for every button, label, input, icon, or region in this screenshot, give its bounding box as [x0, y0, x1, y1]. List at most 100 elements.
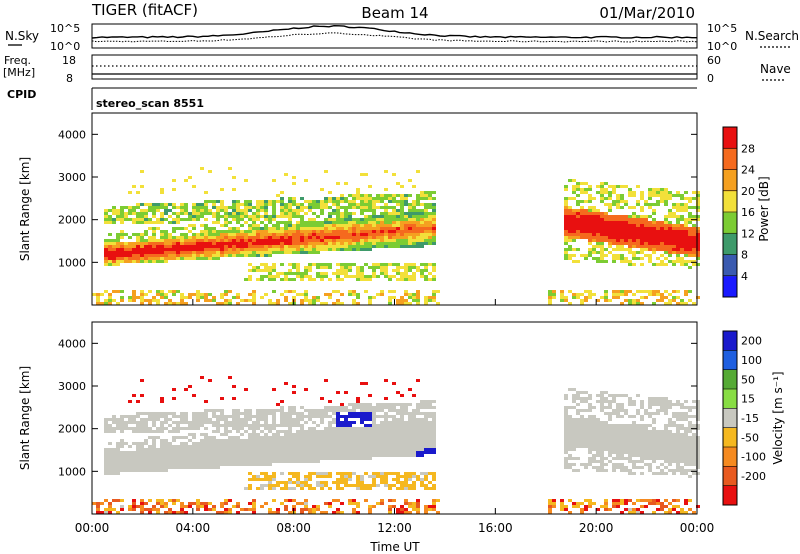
heatmap-cell	[420, 472, 424, 475]
heatmap-cell	[264, 433, 268, 436]
heatmap-cell	[180, 505, 184, 508]
heatmap-cell	[308, 269, 312, 272]
heatmap-cell	[328, 200, 332, 203]
heatmap-cell	[328, 457, 332, 460]
heatmap-cell	[276, 251, 280, 254]
heatmap-cell	[668, 430, 672, 433]
heatmap-cell	[420, 448, 424, 451]
heatmap-cell	[144, 469, 148, 472]
heatmap-cell	[620, 236, 624, 239]
heatmap-cell	[200, 224, 204, 227]
heatmap-cell	[156, 451, 160, 454]
heatmap-cell	[176, 248, 180, 251]
heatmap-cell	[592, 439, 596, 442]
heatmap-cell	[284, 203, 288, 206]
heatmap-cell	[400, 299, 404, 302]
heatmap-cell	[164, 254, 168, 257]
heatmap-cell	[168, 448, 172, 451]
heatmap-cell	[624, 502, 628, 505]
heatmap-cell	[636, 436, 640, 439]
heatmap-cell	[316, 230, 320, 233]
heatmap-cell	[324, 481, 328, 484]
heatmap-cell	[596, 191, 600, 194]
heatmap-cell	[264, 451, 268, 454]
heatmap-cell	[284, 424, 288, 427]
heatmap-cell	[648, 248, 652, 251]
heatmap-cell	[216, 257, 220, 260]
heatmap-cell	[312, 227, 316, 230]
heatmap-cell	[164, 230, 168, 233]
heatmap-cell	[372, 296, 376, 299]
heatmap-cell	[360, 194, 364, 197]
heatmap-cell	[148, 260, 152, 263]
heatmap-cell	[644, 242, 648, 245]
heatmap-cell	[564, 197, 568, 200]
heatmap-cell	[244, 418, 248, 421]
heatmap-cell	[124, 454, 128, 457]
heatmap-cell	[260, 439, 264, 442]
heatmap-cell	[196, 427, 200, 430]
heatmap-cell	[568, 212, 572, 215]
heatmap-cell	[400, 481, 404, 484]
heatmap-cell	[160, 206, 164, 209]
heatmap-cell	[644, 200, 648, 203]
heatmap-cell	[372, 200, 376, 203]
heatmap-cell	[244, 242, 248, 245]
heatmap-cell	[332, 451, 336, 454]
heatmap-cell	[264, 418, 268, 421]
heatmap-cell	[672, 412, 676, 415]
heatmap-cell	[148, 454, 152, 457]
heatmap-cell	[636, 409, 640, 412]
heatmap-cell	[116, 442, 120, 445]
heatmap-cell	[576, 221, 580, 224]
heatmap-cell	[288, 406, 292, 409]
heatmap-cell	[156, 209, 160, 212]
heatmap-cell	[212, 299, 216, 302]
heatmap-cell	[284, 454, 288, 457]
heatmap-cell	[672, 436, 676, 439]
heatmap-cell	[128, 460, 132, 463]
heatmap-cell	[224, 221, 228, 224]
heatmap-cell	[684, 400, 688, 403]
heatmap-cell	[296, 251, 300, 254]
heatmap-cell	[312, 415, 316, 418]
heatmap-cell	[240, 230, 244, 233]
heatmap-cell	[664, 460, 668, 463]
heatmap-cell	[684, 463, 688, 466]
heatmap-cell	[200, 167, 204, 170]
heatmap-cell	[236, 412, 240, 415]
heatmap-cell	[252, 478, 256, 481]
heatmap-cell	[608, 194, 612, 197]
heatmap-cell	[100, 302, 104, 305]
heatmap-cell	[348, 218, 352, 221]
heatmap-cell	[600, 191, 604, 194]
heatmap-cell	[204, 412, 208, 415]
heatmap-cell	[316, 248, 320, 251]
heatmap-cell	[248, 457, 252, 460]
heatmap-cell	[284, 439, 288, 442]
heatmap-cell	[372, 224, 376, 227]
heatmap-cell	[596, 436, 600, 439]
heatmap-cell	[576, 230, 580, 233]
heatmap-cell	[300, 457, 304, 460]
heatmap-cell	[688, 218, 692, 221]
heatmap-cell	[664, 406, 668, 409]
heatmap-cell	[144, 230, 148, 233]
heatmap-cell	[208, 257, 212, 260]
heatmap-cell	[628, 403, 632, 406]
heatmap-cell	[432, 239, 436, 242]
heatmap-cell	[300, 412, 304, 415]
heatmap-cell	[308, 445, 312, 448]
heatmap-cell	[300, 445, 304, 448]
heatmap-cell	[412, 233, 416, 236]
heatmap-cell	[360, 212, 364, 215]
heatmap-cell	[128, 191, 132, 194]
heatmap-cell	[612, 442, 616, 445]
heatmap-cell	[312, 460, 316, 463]
heatmap-cell	[548, 508, 552, 511]
heatmap-cell	[304, 236, 308, 239]
heatmap-cell	[344, 475, 348, 478]
heatmap-cell	[212, 460, 216, 463]
heatmap-cell	[688, 454, 692, 457]
heatmap-cell	[216, 251, 220, 254]
